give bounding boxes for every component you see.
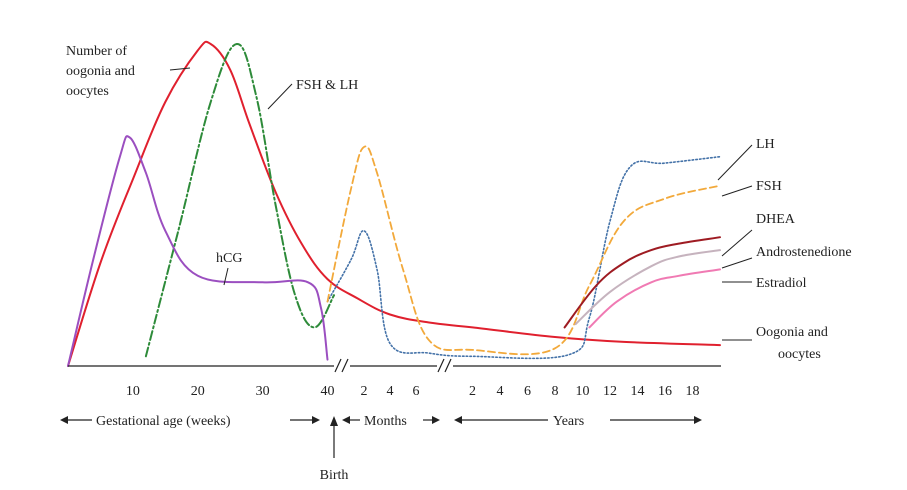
label-lh: LH — [756, 137, 775, 152]
label-estradiol: Estradiol — [756, 276, 807, 291]
weeks-range-label: Gestational age (weeks) — [96, 414, 231, 429]
leader-hcg — [223, 267, 229, 286]
leader-androstenedione — [721, 257, 753, 269]
x-tick-label: 20 — [191, 384, 205, 399]
leader-dhea — [721, 229, 753, 257]
x-tick-label: 8 — [552, 384, 559, 399]
birth-marker: Birth — [320, 416, 349, 483]
x-tick-label: 10 — [576, 384, 590, 399]
label-hcg: hCG — [216, 251, 242, 266]
x-tick-label: 6 — [524, 384, 531, 399]
series-line-number-of-oogonia-and-oocytes — [67, 40, 721, 367]
label-fsh-lh: FSH & LH — [296, 78, 358, 93]
series-line-fsh-lh — [144, 43, 335, 358]
range-arrows: Gestational age (weeks) Months Years Bir… — [60, 414, 702, 483]
months-range: Months — [342, 414, 440, 429]
leader-lh — [717, 144, 753, 181]
months-range-label: Months — [364, 414, 407, 429]
series-line-dhea — [563, 236, 721, 329]
weeks-range: Gestational age (weeks) — [60, 414, 320, 429]
label-dhea: DHEA — [756, 212, 796, 227]
years-range-label: Years — [553, 414, 584, 429]
label-oogonia-end-line1: Oogonia and — [756, 325, 828, 340]
label-oogonia-end-line2: oocytes — [778, 347, 821, 362]
label-androstenedione: Androstenedione — [756, 245, 852, 260]
leader-oogonia — [169, 67, 191, 71]
label-fsh: FSH — [756, 179, 782, 194]
series-group — [67, 40, 721, 367]
axis-break-2 — [437, 358, 452, 373]
x-tick-label: 30 — [256, 384, 270, 399]
birth-label: Birth — [320, 468, 349, 483]
label-oogonia-line2: oogonia and — [66, 64, 135, 79]
x-tick-label: 2 — [469, 384, 476, 399]
x-tick-label: 18 — [686, 384, 700, 399]
series-line-estradiol — [588, 268, 721, 329]
x-tick-label: 14 — [631, 384, 645, 399]
series-line-androstenedione — [574, 249, 721, 326]
label-oogonia-line1: Number of — [66, 44, 127, 59]
x-tick-label: 40 — [321, 384, 335, 399]
x-tick-label: 16 — [658, 384, 672, 399]
series-line-hcg — [67, 135, 329, 367]
x-tick-labels: 10 20 30 40 2 4 6 2 4 6 8 10 12 14 16 18 — [126, 384, 700, 399]
x-tick-label: 10 — [126, 384, 140, 399]
years-range: Years — [454, 414, 702, 429]
x-axis — [68, 358, 721, 373]
x-tick-label: 12 — [603, 384, 617, 399]
leader-fsh-lh — [267, 83, 293, 110]
series-labels: Number of oogonia and oocytes FSH & LH h… — [66, 44, 852, 362]
x-tick-label: 6 — [413, 384, 420, 399]
series-line-fsh — [326, 145, 721, 356]
x-tick-label: 4 — [497, 384, 504, 399]
series-line-lh — [326, 155, 721, 360]
x-tick-label: 4 — [387, 384, 394, 399]
x-tick-label: 2 — [361, 384, 368, 399]
label-oogonia-line3: oocytes — [66, 84, 109, 99]
leader-fsh — [721, 185, 753, 197]
axis-break-1 — [334, 358, 349, 373]
